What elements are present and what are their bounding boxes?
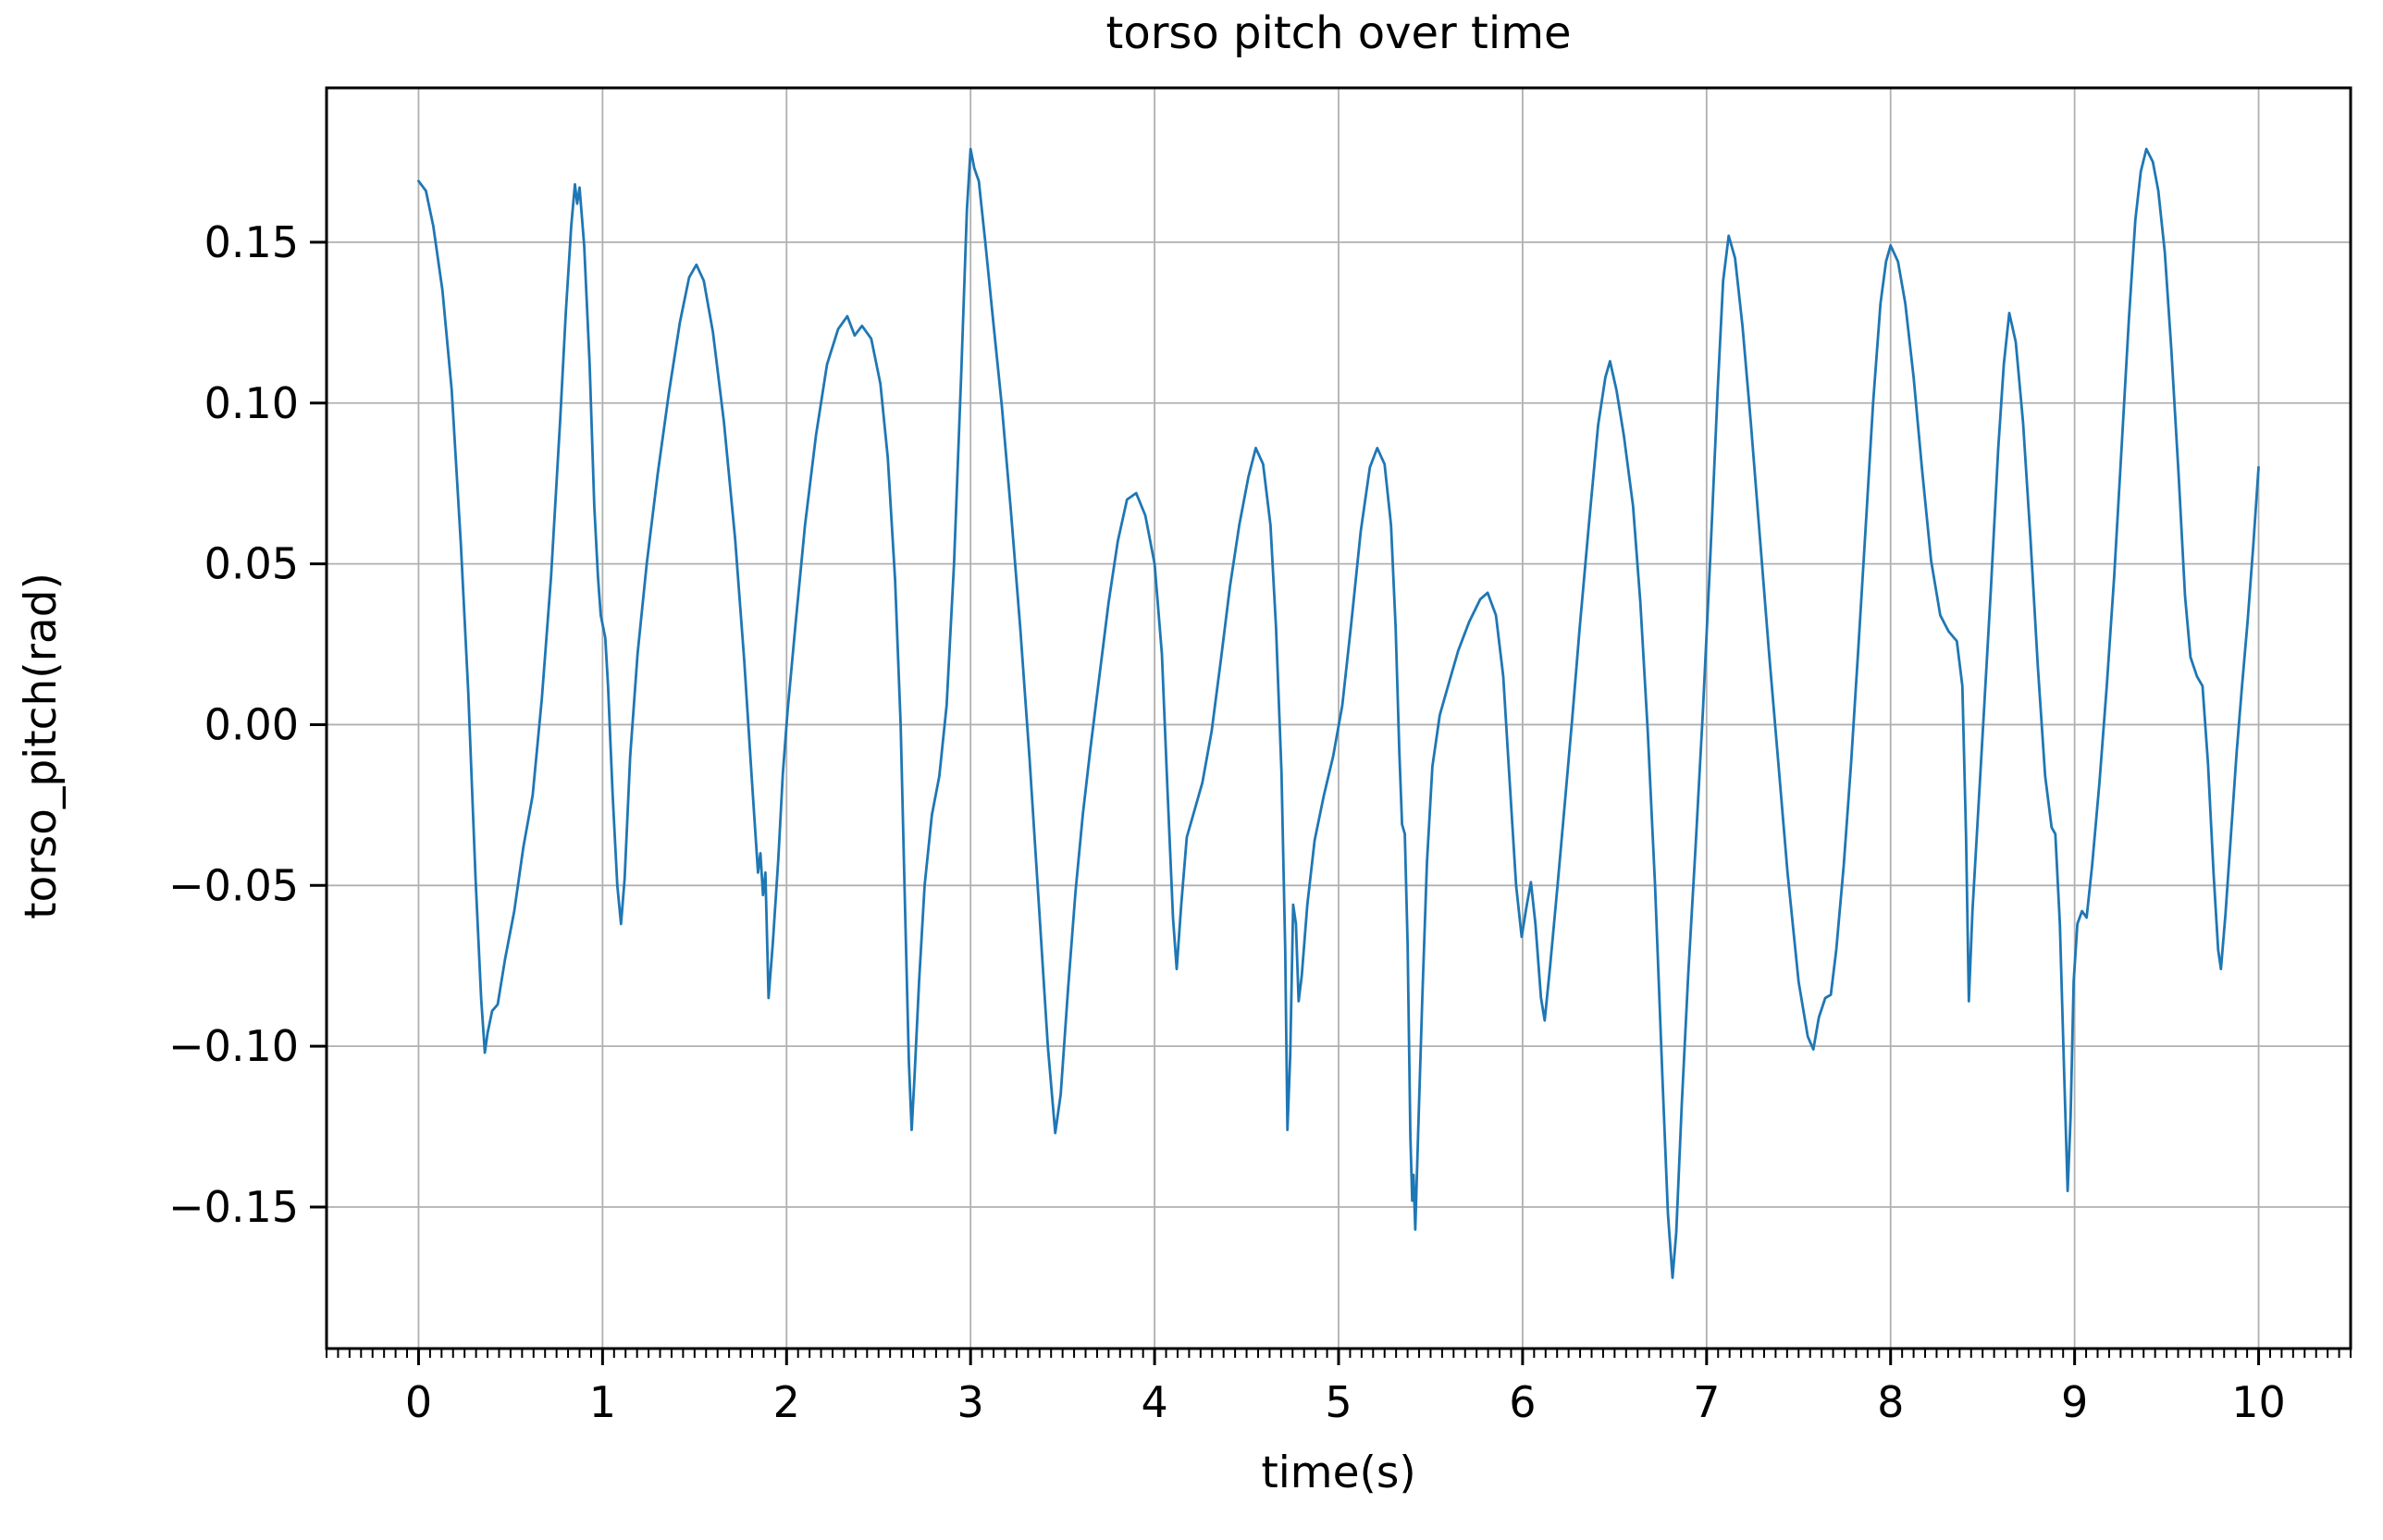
x-tick-label: 1 [589,1377,616,1427]
y-tick-label: −0.15 [168,1182,299,1232]
series-torso_pitch [417,147,2260,1279]
x-tick-label: 5 [1325,1377,1352,1427]
axis-ticks [310,240,2352,1365]
y-tick-label: 0.15 [204,217,299,267]
x-axis-label: time(s) [1261,1448,1415,1498]
y-tick-label: 0.05 [204,539,299,589]
line-series [417,147,2260,1279]
x-tick-label: 2 [773,1377,800,1427]
plot-border [325,86,2352,1350]
x-tick-label: 8 [1877,1377,1904,1427]
chart-title: torso pitch over time [1106,7,1572,59]
axis-tick-labels: 0 1 2 3 4 5 6 7 8 9 10 −0.15 −0.10 −0.05 0.00 0.05 0.10 0… [168,217,2286,1427]
x-tick-label: 7 [1693,1377,1720,1427]
grid-lines [327,88,2351,1349]
y-tick-label: 0.00 [204,699,299,749]
y-tick-label: 0.10 [204,378,299,428]
x-tick-label: 6 [1509,1377,1536,1427]
x-tick-label: 0 [405,1377,432,1427]
x-tick-label: 10 [2231,1377,2286,1427]
y-tick-label: −0.10 [168,1021,299,1071]
x-tick-label: 4 [1141,1377,1167,1427]
x-tick-label: 9 [2061,1377,2088,1427]
x-tick-label: 3 [957,1377,984,1427]
y-axis-label: torso_pitch(rad) [16,573,67,919]
y-tick-label: −0.05 [168,860,299,910]
